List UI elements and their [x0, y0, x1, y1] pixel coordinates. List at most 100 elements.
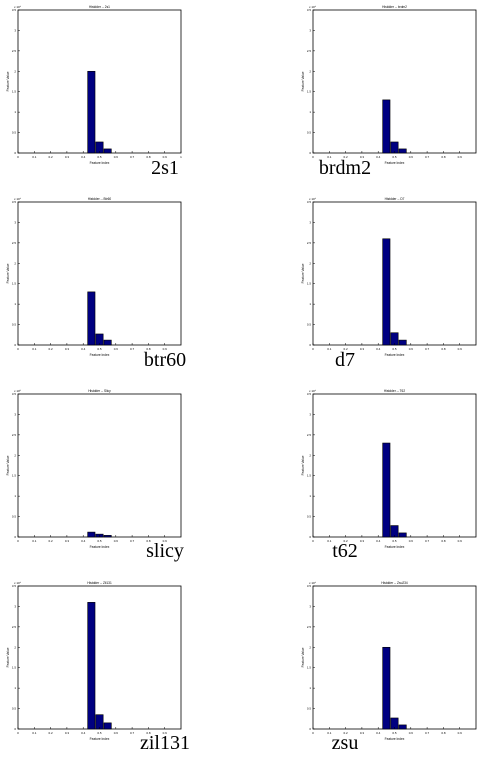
histogram-panel-t62: 00.511.522.533.50 0.1 0.2 0.3 0.4 0.5 0.6 0.7 0.… — [301, 389, 476, 549]
y-tick-label: 0 — [14, 535, 16, 539]
chart-title: Histdder -- Btr60 — [88, 197, 112, 201]
y-tick-label: 1.5 — [12, 666, 17, 670]
y-tick-label: 2 — [309, 453, 311, 457]
x-tick-label: 0.7 — [425, 731, 430, 735]
y-tick-label: 3 — [309, 412, 311, 416]
y-axis-label: Feature Value — [6, 263, 10, 283]
histogram-panel-brdm2: 00.511.522.533.50 0.1 0.2 0.3 0.4 0.5 0.6 0.7 0.… — [301, 5, 476, 165]
panel-caption-btr60: btr60 — [144, 349, 186, 372]
y-tick-label: 2.5 — [12, 241, 17, 245]
histogram-panel-d7: 0 0.5 1 1.5 2 2.5 3 3.5 0 0.1 0.2 0.3 0.4 0.5 0.6 0.7 0.… — [301, 197, 476, 357]
x-tick-label: 0 — [17, 731, 19, 735]
axes-frame — [313, 586, 476, 729]
x-axis-label: Feature Index — [385, 545, 405, 549]
y-tick-label: 3 — [14, 412, 16, 416]
x-tick-label: 0.8 — [441, 731, 446, 735]
x-tick-label: 0.3 — [65, 539, 70, 543]
histogram-panel-zil131: 00.511.522.533.50 0.1 0.2 0.3 0.4 0.5 0.6 0.7 0.… — [6, 581, 181, 741]
x-tick-label: 0.4 — [81, 155, 86, 159]
chart-title: Histdder -- 2s1 — [89, 5, 110, 9]
y-axis-label: Feature Value — [6, 455, 10, 475]
y-tick-label: 0.5 — [12, 323, 17, 327]
y-exponent-label: x 10⁴ — [309, 5, 317, 9]
y-axis-label: Feature Value — [301, 647, 305, 667]
y-exponent-label: x 10⁴ — [309, 581, 317, 585]
x-tick-label: 0.7 — [425, 539, 430, 543]
chart-title: Histdder -- Slicy — [88, 389, 111, 393]
y-tick-label: 0 — [14, 343, 16, 347]
x-tick-label: 0.6 — [114, 731, 119, 735]
y-tick-label: 0 — [309, 343, 311, 347]
y-tick-label: 2.5 — [12, 433, 17, 437]
bar-2 — [399, 340, 406, 345]
y-tick-label: 2.5 — [307, 49, 312, 53]
x-tick-label: 0.1 — [32, 155, 37, 159]
x-axis-label: Feature Index — [90, 737, 110, 741]
y-tick-label: 3 — [14, 28, 16, 32]
y-axis-label: Feature Value — [301, 455, 305, 475]
x-tick-label: 0.4 — [376, 731, 381, 735]
panel-caption-zsu: zsu — [332, 732, 359, 755]
bar-0 — [383, 100, 390, 153]
y-tick-label: 0.5 — [12, 515, 17, 519]
y-tick-label: 1 — [309, 302, 311, 306]
bar-2 — [104, 535, 111, 537]
x-tick-label: 0.8 — [441, 539, 446, 543]
y-tick-label: 2 — [14, 261, 16, 265]
x-tick-label: 0.9 — [458, 155, 463, 159]
y-axis-label: Feature Value — [301, 263, 305, 283]
y-tick-label: 2 — [309, 69, 311, 73]
axes-frame — [313, 394, 476, 537]
y-tick-label: 2.5 — [307, 241, 312, 245]
x-tick-label: 0.4 — [81, 731, 86, 735]
bar-1 — [96, 715, 103, 729]
x-axis-label: Feature Index — [90, 161, 110, 165]
y-tick-label: 2.5 — [307, 433, 312, 437]
x-tick-label: 1 — [180, 155, 182, 159]
bar-2 — [104, 340, 111, 345]
x-tick-label: 0.9 — [458, 347, 463, 351]
y-tick-label: 0 — [309, 727, 311, 731]
x-tick-label: 0.3 — [65, 731, 70, 735]
y-tick-label: 1 — [14, 686, 16, 690]
chart-title: Histdder -- brdm2 — [382, 5, 407, 9]
x-tick-label: 0.5 — [97, 155, 102, 159]
x-tick-label: 0.4 — [376, 155, 381, 159]
x-tick-label: 0.5 — [97, 347, 102, 351]
y-tick-label: 3 — [14, 604, 16, 608]
bar-2 — [104, 149, 111, 153]
y-tick-label: 1.5 — [12, 90, 17, 94]
x-axis-label: Feature Index — [385, 737, 405, 741]
bar-0 — [88, 71, 95, 153]
x-tick-label: 0.5 — [97, 539, 102, 543]
y-tick-label: 2.5 — [12, 625, 17, 629]
panel-caption-zil131: zil131 — [140, 732, 190, 755]
bar-2 — [399, 149, 406, 153]
x-tick-label: 0.1 — [327, 347, 332, 351]
x-tick-label: 0.5 — [392, 539, 397, 543]
x-tick-label: 0.7 — [130, 731, 135, 735]
x-tick-label: 0.2 — [49, 539, 54, 543]
x-axis-label: Feature Index — [385, 353, 405, 357]
x-tick-label: 0.1 — [32, 347, 37, 351]
x-tick-label: 0 — [17, 155, 19, 159]
histogram-panel-slicy: 00.511.522.533.50 0.1 0.2 0.3 0.4 0.5 0.6 0.7 0.… — [6, 389, 181, 549]
bar-0 — [88, 602, 95, 729]
x-tick-label: 0.6 — [409, 731, 414, 735]
y-tick-label: 1.5 — [307, 474, 312, 478]
x-tick-label: 0 — [312, 539, 314, 543]
y-tick-label: 2 — [14, 645, 16, 649]
y-tick-label: 1 — [309, 494, 311, 498]
y-exponent-label: x 10⁴ — [14, 197, 22, 201]
x-tick-label: 0.8 — [441, 347, 446, 351]
x-tick-label: 0.5 — [392, 731, 397, 735]
x-tick-label: 0.3 — [65, 347, 70, 351]
y-exponent-label: x 10⁴ — [14, 581, 22, 585]
axes-frame — [18, 586, 181, 729]
x-tick-label: 0.4 — [81, 539, 86, 543]
x-tick-label: 0.5 — [392, 347, 397, 351]
x-tick-label: 0 — [312, 347, 314, 351]
bar-2 — [399, 725, 406, 729]
x-tick-label: 0 — [17, 347, 19, 351]
axes-frame — [18, 394, 181, 537]
